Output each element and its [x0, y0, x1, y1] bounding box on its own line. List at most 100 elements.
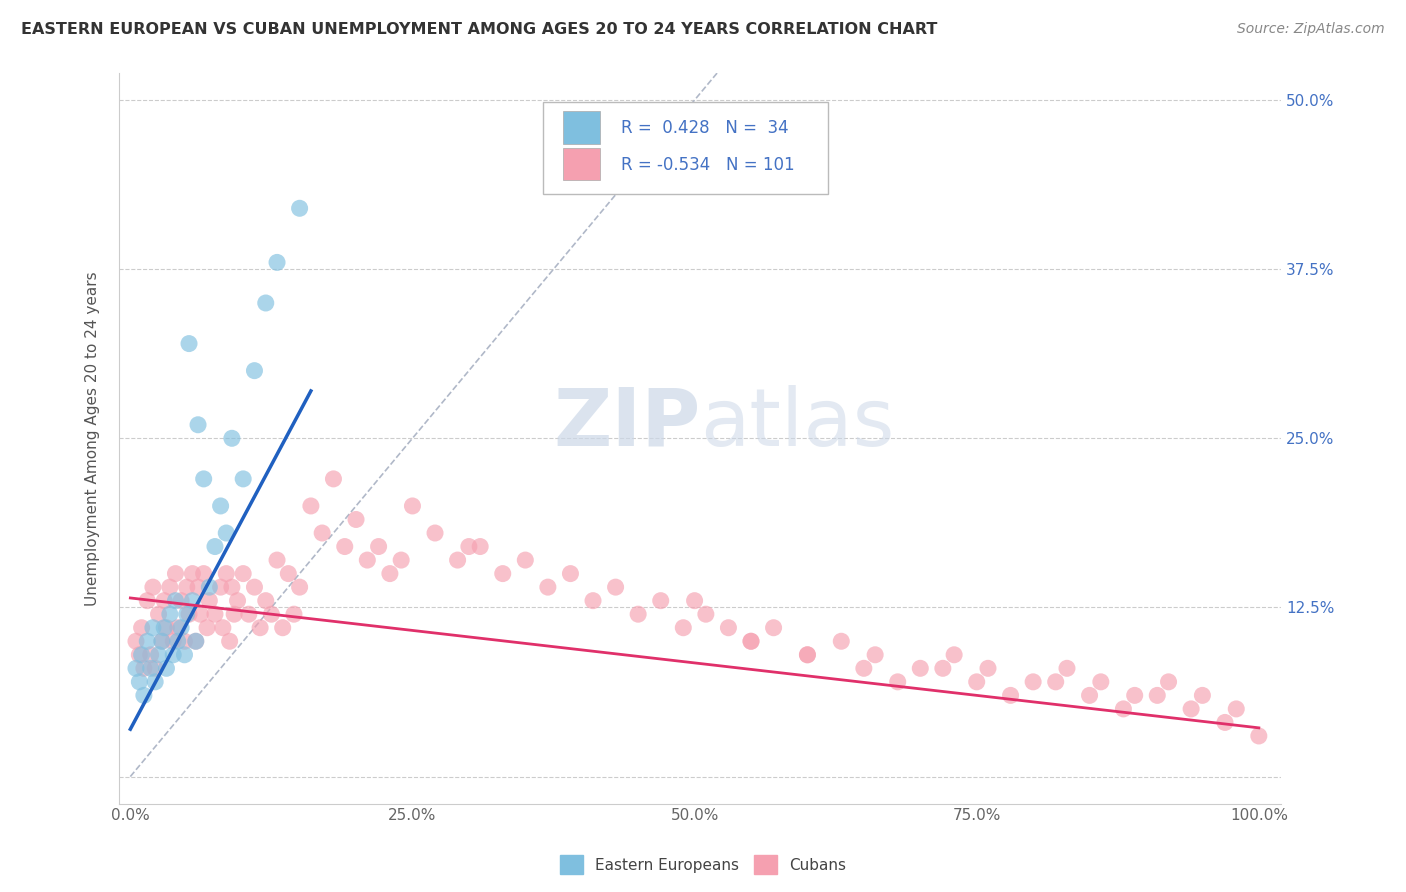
- Point: [1123, 689, 1146, 703]
- Point: [446, 553, 468, 567]
- Point: [288, 202, 311, 216]
- Point: [155, 661, 177, 675]
- Point: [271, 621, 294, 635]
- Point: [139, 648, 162, 662]
- Point: [1000, 689, 1022, 703]
- Point: [131, 648, 153, 662]
- Point: [322, 472, 344, 486]
- Point: [1225, 702, 1247, 716]
- Point: [170, 621, 193, 635]
- Point: [209, 499, 232, 513]
- Point: [218, 634, 240, 648]
- Point: [150, 634, 173, 648]
- Point: [243, 580, 266, 594]
- Point: [198, 580, 221, 594]
- Point: [254, 593, 277, 607]
- Point: [212, 621, 235, 635]
- Point: [162, 634, 184, 648]
- Point: [260, 607, 283, 622]
- Point: [142, 580, 165, 594]
- Text: EASTERN EUROPEAN VS CUBAN UNEMPLOYMENT AMONG AGES 20 TO 24 YEARS CORRELATION CHA: EASTERN EUROPEAN VS CUBAN UNEMPLOYMENT A…: [21, 22, 938, 37]
- Point: [187, 417, 209, 432]
- Text: atlas: atlas: [700, 384, 894, 463]
- Point: [188, 607, 211, 622]
- Point: [910, 661, 932, 675]
- Point: [886, 674, 908, 689]
- Point: [209, 580, 232, 594]
- Point: [299, 499, 322, 513]
- Y-axis label: Unemployment Among Ages 20 to 24 years: Unemployment Among Ages 20 to 24 years: [86, 271, 100, 606]
- Point: [650, 593, 672, 607]
- Point: [193, 472, 215, 486]
- Point: [740, 634, 762, 648]
- Point: [1213, 715, 1236, 730]
- Point: [184, 634, 207, 648]
- Bar: [562, 111, 600, 144]
- Point: [1247, 729, 1270, 743]
- Point: [128, 648, 150, 662]
- Point: [204, 607, 226, 622]
- Point: [177, 336, 200, 351]
- Point: [165, 566, 187, 581]
- Text: R = -0.534   N = 101: R = -0.534 N = 101: [621, 155, 794, 174]
- Point: [221, 431, 243, 445]
- Point: [740, 634, 762, 648]
- Text: Source: ZipAtlas.com: Source: ZipAtlas.com: [1237, 22, 1385, 37]
- Point: [139, 661, 162, 675]
- Point: [605, 580, 627, 594]
- Point: [627, 607, 650, 622]
- Point: [204, 540, 226, 554]
- Point: [683, 593, 706, 607]
- Point: [215, 526, 238, 541]
- Point: [515, 553, 537, 567]
- Point: [283, 607, 305, 622]
- Point: [142, 621, 165, 635]
- Point: [1022, 674, 1045, 689]
- Point: [389, 553, 412, 567]
- Text: ZIP: ZIP: [553, 384, 700, 463]
- Point: [125, 661, 148, 675]
- Point: [226, 593, 249, 607]
- Point: [717, 621, 740, 635]
- Point: [356, 553, 378, 567]
- Point: [153, 621, 176, 635]
- Point: [943, 648, 966, 662]
- Point: [159, 580, 181, 594]
- Point: [537, 580, 560, 594]
- Point: [195, 621, 218, 635]
- Point: [153, 593, 176, 607]
- Point: [166, 634, 188, 648]
- FancyBboxPatch shape: [543, 103, 828, 194]
- Point: [1112, 702, 1135, 716]
- Point: [1191, 689, 1213, 703]
- Point: [1157, 674, 1180, 689]
- Legend: Eastern Europeans, Cubans: Eastern Europeans, Cubans: [554, 849, 852, 880]
- Point: [1056, 661, 1078, 675]
- Point: [560, 566, 582, 581]
- Point: [254, 296, 277, 310]
- Point: [176, 607, 198, 622]
- Point: [367, 540, 389, 554]
- Point: [193, 566, 215, 581]
- Point: [249, 621, 271, 635]
- Point: [582, 593, 605, 607]
- Point: [1045, 674, 1067, 689]
- Point: [198, 593, 221, 607]
- Point: [266, 553, 288, 567]
- Point: [977, 661, 1000, 675]
- Point: [150, 634, 173, 648]
- Point: [266, 255, 288, 269]
- Point: [181, 566, 204, 581]
- Text: R =  0.428   N =  34: R = 0.428 N = 34: [621, 119, 789, 137]
- Point: [796, 648, 818, 662]
- Point: [173, 634, 195, 648]
- Point: [311, 526, 333, 541]
- Point: [378, 566, 401, 581]
- Point: [143, 661, 166, 675]
- Point: [148, 648, 170, 662]
- Point: [238, 607, 260, 622]
- Point: [401, 499, 423, 513]
- Point: [288, 580, 311, 594]
- Point: [221, 580, 243, 594]
- Point: [232, 566, 254, 581]
